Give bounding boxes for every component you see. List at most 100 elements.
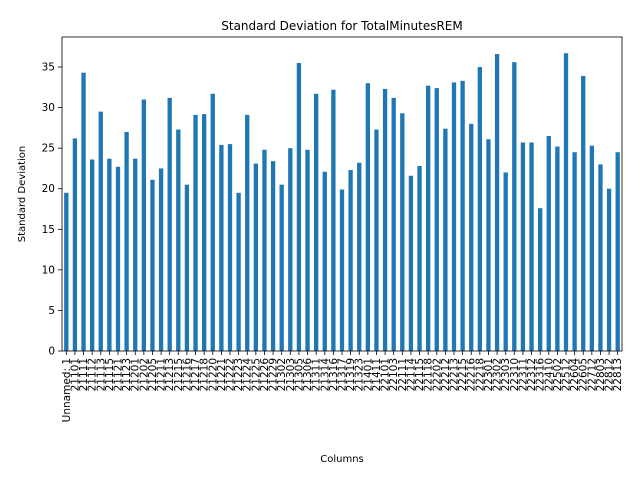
bar [193,114,198,351]
bar [417,166,422,351]
bar [219,144,224,351]
bar [529,142,534,351]
bar [581,75,586,351]
x-tick-label: 21319 [345,358,357,391]
bar [555,146,560,351]
bar [391,97,396,351]
bar [374,129,379,351]
bar [124,131,129,351]
y-tick-label: 15 [42,224,55,236]
bar [107,158,112,351]
bar [115,166,121,351]
bar [339,189,345,351]
x-tick-label: 21115 [104,358,116,391]
bar [503,172,508,351]
x-tick-label: 22213 [449,358,461,391]
x-tick-label: 22303 [500,358,512,391]
bar [546,135,551,351]
bar [589,145,594,351]
bar [520,142,526,351]
x-tick-label: 21225 [250,358,262,391]
bar [408,175,414,351]
x-tick-label: 21224 [242,358,254,392]
x-tick-label: 21305 [293,358,305,391]
x-tick-label: 21223 [233,358,245,391]
bar [348,170,353,351]
x-tick-label: 22215 [457,358,469,391]
y-tick-label: 20 [42,183,55,195]
x-tick-label: 21221 [216,358,228,391]
x-tick-label: 22301 [483,358,495,391]
x-tick-label: 21211 [156,358,168,391]
x-tick-label: 22103 [388,358,400,391]
bar [227,144,233,351]
bar [245,114,250,351]
bar [253,163,258,351]
bar [357,162,362,351]
bar [322,171,327,351]
x-tick-label: 21311 [311,358,323,391]
x-tick-label: 22512 [561,358,573,391]
x-tick-label: 22502 [552,358,564,391]
x-tick-label: 21101 [69,358,81,391]
bar [150,179,155,351]
x-tick-label: 21314 [319,358,331,392]
x-tick-label: 22111 [397,358,409,391]
bar [331,89,336,352]
bar [615,152,620,351]
bar [443,128,448,351]
x-tick-label: 22216 [466,358,478,392]
bar [538,208,543,351]
bar [314,93,319,351]
x-tick-label: 22202 [431,358,443,391]
x-tick-label: 22604 [569,358,581,392]
bar [512,62,517,351]
bar [494,54,500,352]
x-tick-label: 22114 [405,358,417,392]
x-tick-label: 22812 [604,358,616,391]
x-tick-label: 22118 [423,358,435,391]
x-tick-label: 21202 [138,358,150,391]
y-tick-label: 25 [42,143,55,155]
bar [202,114,207,351]
bar [158,168,164,351]
bar [469,123,474,352]
bar [279,184,284,351]
bar [296,62,302,351]
x-tick-label: 22312 [526,358,538,391]
x-tick-label: 22310 [509,358,521,391]
x-tick-label: 21201 [130,358,142,391]
x-tick-label: 21222 [225,358,237,391]
y-tick-label: 35 [42,62,55,74]
bar [81,72,86,351]
x-tick-label: 21317 [337,358,349,391]
x-tick-label: 22712 [586,358,598,391]
x-tick-label: 21316 [328,358,340,392]
bar [451,82,457,351]
x-tick-label: 22803 [595,358,607,391]
x-tick-label: 22212 [440,358,452,391]
y-axis-label: Standard Deviation [17,146,28,243]
bar [90,159,95,351]
bar [477,67,482,352]
bar [288,148,293,351]
bar [176,129,181,351]
y-tick-label: 30 [42,102,55,114]
bar [236,192,241,351]
x-tick-label: 21217 [190,358,202,391]
x-tick-label: 21323 [354,358,366,391]
x-tick-label: 22316 [535,358,547,392]
x-tick-label: 22311 [517,358,529,391]
bar [141,99,146,351]
bar [305,149,310,351]
bar [210,93,215,351]
bar [98,111,103,351]
x-tick-label: 21121 [113,358,125,391]
x-tick-label: 22410 [543,358,555,391]
bar [270,161,276,351]
bar [426,85,431,352]
x-tick-label: 21215 [173,358,185,391]
bar [400,113,405,351]
x-tick-label: 21303 [285,358,297,391]
